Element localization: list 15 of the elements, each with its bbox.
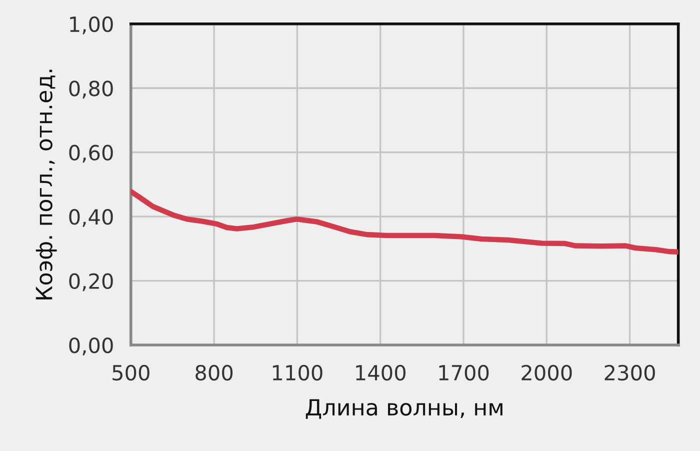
y-tick-label: 0,00 bbox=[69, 337, 113, 356]
y-axis-title: Коэф. погл., отн.ед. bbox=[36, 70, 57, 300]
x-tick-label: 2000 bbox=[522, 364, 572, 381]
x-tick-label: 500 bbox=[112, 364, 150, 381]
y-tick-label: 1,00 bbox=[70, 16, 113, 34]
y-tick-label: 0,40 bbox=[69, 209, 113, 227]
x-axis-title: Длина волны, нм bbox=[306, 399, 502, 419]
y-tick-label: 0,60 bbox=[69, 144, 113, 163]
x-tick-label: 2300 bbox=[604, 364, 655, 381]
x-tick-label: 1100 bbox=[272, 364, 322, 381]
x-tick-label: 1400 bbox=[356, 364, 406, 381]
y-tick-label: 0,80 bbox=[69, 80, 113, 98]
x-tick-label: 1700 bbox=[439, 364, 489, 381]
x-tick-label: 800 bbox=[196, 364, 233, 381]
y-tick-label: 0,20 bbox=[69, 273, 113, 292]
